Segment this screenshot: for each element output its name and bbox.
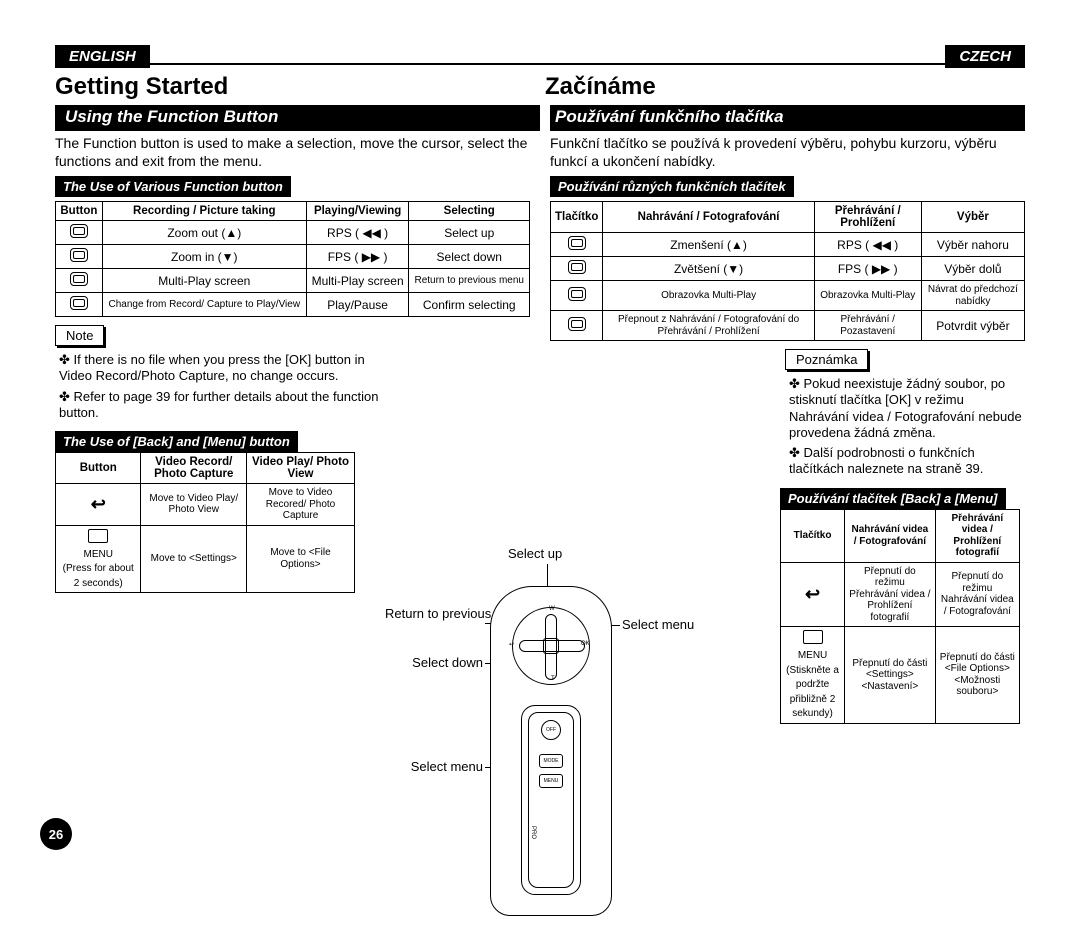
manual-page: ENGLISH CZECH Getting Started Začínáme U… xyxy=(55,45,1025,845)
menu-button-cell: MENU (Press for about 2 seconds) xyxy=(56,525,141,593)
button-icon xyxy=(568,317,586,331)
subtitle-english: Using the Function Button xyxy=(65,107,278,127)
intro-text-en: The Function button is used to make a se… xyxy=(55,135,530,170)
note-label-cz: Poznámka xyxy=(785,349,868,370)
button-icon xyxy=(70,296,88,310)
th: Recording / Picture taking xyxy=(102,202,306,221)
title-row: Getting Started Začínáme xyxy=(55,73,1025,103)
button-icon xyxy=(568,287,586,301)
intro-text-cz: Funkční tlačítko se používá k provedení … xyxy=(550,135,1025,170)
note-item: If there is no file when you press the [… xyxy=(59,352,379,385)
back-icon: ↩ xyxy=(805,584,820,604)
notes-list-cz: Pokud neexistuje žádný soubor, po stiskn… xyxy=(789,376,1025,478)
button-icon xyxy=(70,224,88,238)
button-icon xyxy=(568,236,586,250)
function-table-cz: Tlačítko Nahrávání / Fotografování Přehr… xyxy=(550,201,1025,341)
callout-select-down: Select down xyxy=(385,655,483,670)
device-body: W T ↩ OK OFF MODE MENU PRO xyxy=(490,586,612,916)
column-english: The Function button is used to make a se… xyxy=(55,135,530,593)
lang-czech-badge: CZECH xyxy=(945,45,1025,68)
button-icon xyxy=(70,248,88,262)
device-diagram: Select up Return to previous menu Select… xyxy=(390,531,705,931)
navigation-pad: W T ↩ OK xyxy=(512,607,590,685)
callout-select-menu-btn: Select menu xyxy=(385,759,483,774)
menu-icon xyxy=(88,529,108,543)
back-menu-table-cz: Tlačítko Nahrávání videa / Fotografování… xyxy=(780,509,1020,724)
th: Selecting xyxy=(409,202,530,221)
menu-button-cell: MENU (Stiskněte a podržte přibližně 2 se… xyxy=(781,627,845,724)
callout-return: Return to previous menu xyxy=(385,606,483,621)
table2-header-cz: Používání tlačítek [Back] a [Menu] xyxy=(780,488,1006,509)
table1-header-en: The Use of Various Function button xyxy=(55,176,291,197)
table2-header-en: The Use of [Back] and [Menu] button xyxy=(55,431,298,452)
back-menu-table-en: Button Video Record/ Photo Capture Video… xyxy=(55,452,355,593)
back-icon: ↩ xyxy=(91,494,106,514)
function-table-en: Button Recording / Picture taking Playin… xyxy=(55,201,530,317)
note-item: Refer to page 39 for further details abo… xyxy=(59,389,379,422)
title-english: Getting Started xyxy=(55,73,228,101)
menu-button-icon: MENU xyxy=(539,774,563,788)
subtitle-czech: Používání funkčního tlačítka xyxy=(555,107,784,127)
callout-select-menu: Select menu xyxy=(622,617,694,632)
button-icon xyxy=(568,260,586,274)
power-button-icon: OFF xyxy=(541,720,561,740)
button-icon xyxy=(70,272,88,286)
th: Playing/Viewing xyxy=(306,202,409,221)
lang-english-badge: ENGLISH xyxy=(55,45,150,68)
subtitle-bar: Using the Function Button Používání funk… xyxy=(55,105,1025,131)
callout-select-up: Select up xyxy=(508,546,562,561)
note-label-en: Note xyxy=(55,325,104,346)
th: Button xyxy=(56,202,103,221)
notes-list-en: If there is no file when you press the [… xyxy=(59,352,379,421)
language-bar: ENGLISH CZECH xyxy=(55,45,1025,71)
note-item: Další podrobnosti o funkčních tlačítkách… xyxy=(789,445,1025,478)
title-czech: Začínáme xyxy=(545,73,656,101)
page-number-badge: 26 xyxy=(40,818,72,850)
mode-button-icon: MODE xyxy=(539,754,563,768)
note-item: Pokud neexistuje žádný soubor, po stiskn… xyxy=(789,376,1025,441)
table1-header-cz: Používání různých funkčních tlačítek xyxy=(550,176,794,197)
menu-icon xyxy=(803,630,823,644)
device-grip: OFF MODE MENU PRO xyxy=(521,705,581,895)
